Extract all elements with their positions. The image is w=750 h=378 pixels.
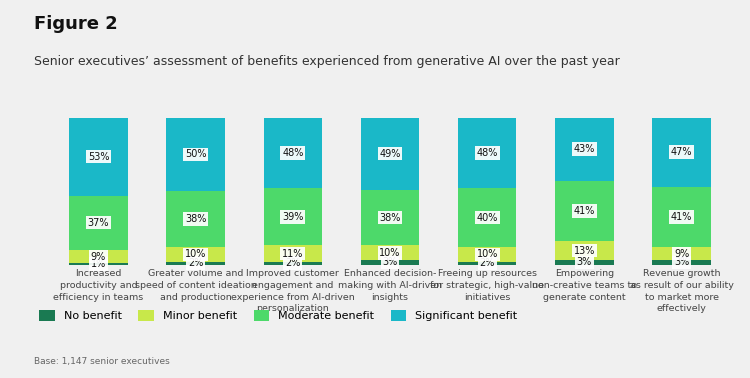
Text: Senior executives’ assessment of benefits experienced from generative AI over th: Senior executives’ assessment of benefit… xyxy=(34,55,619,68)
Bar xyxy=(166,262,225,265)
Bar xyxy=(361,118,419,190)
Bar xyxy=(652,247,711,260)
Text: 10%: 10% xyxy=(476,249,498,259)
Text: 9%: 9% xyxy=(91,251,106,262)
Text: Greater volume and
speed of content ideation
and production: Greater volume and speed of content idea… xyxy=(135,269,256,302)
Text: 38%: 38% xyxy=(380,212,400,223)
Bar xyxy=(555,241,614,260)
Bar xyxy=(361,245,419,260)
Text: Empowering
non-creative teams to
generate content: Empowering non-creative teams to generat… xyxy=(532,269,637,302)
Text: 2%: 2% xyxy=(479,258,495,268)
Text: Improved customer
engagement and
experience from AI-driven
personalization: Improved customer engagement and experie… xyxy=(231,269,355,313)
Text: 3%: 3% xyxy=(382,257,398,267)
Text: 48%: 48% xyxy=(282,148,304,158)
Bar xyxy=(555,260,614,265)
Text: 41%: 41% xyxy=(574,206,595,216)
Bar xyxy=(555,118,614,181)
Text: 10%: 10% xyxy=(380,248,400,258)
Text: 2%: 2% xyxy=(285,258,301,268)
Text: 41%: 41% xyxy=(670,212,692,222)
Text: 39%: 39% xyxy=(282,212,304,222)
Text: Freeing up resources
for strategic, high-value
initiatives: Freeing up resources for strategic, high… xyxy=(430,269,544,302)
Bar xyxy=(69,118,128,195)
Bar xyxy=(555,181,614,241)
Text: 47%: 47% xyxy=(670,147,692,157)
Text: Enhanced decision-
making with AI-driven
insights: Enhanced decision- making with AI-driven… xyxy=(338,269,442,302)
Bar xyxy=(652,260,711,265)
Text: 37%: 37% xyxy=(88,218,109,228)
Text: 1%: 1% xyxy=(91,259,106,269)
Text: 50%: 50% xyxy=(185,149,206,160)
Bar xyxy=(361,190,419,245)
Text: 13%: 13% xyxy=(574,246,595,256)
Bar xyxy=(166,191,225,247)
Text: Figure 2: Figure 2 xyxy=(34,15,118,33)
Text: Increased
productivity and
efficiency in teams: Increased productivity and efficiency in… xyxy=(53,269,143,302)
Bar xyxy=(458,247,516,262)
Text: 53%: 53% xyxy=(88,152,109,161)
Bar xyxy=(264,188,322,245)
Bar xyxy=(264,118,322,188)
Bar xyxy=(69,195,128,250)
Bar xyxy=(264,262,322,265)
Bar xyxy=(264,245,322,262)
Bar xyxy=(166,118,225,191)
Text: 3%: 3% xyxy=(577,257,592,267)
Bar xyxy=(69,250,128,263)
Text: 11%: 11% xyxy=(282,249,304,259)
Bar xyxy=(652,187,711,247)
Text: 43%: 43% xyxy=(574,144,595,154)
Bar xyxy=(361,260,419,265)
Legend: No benefit, Minor benefit, Moderate benefit, Significant benefit: No benefit, Minor benefit, Moderate bene… xyxy=(39,310,518,321)
Text: 3%: 3% xyxy=(674,257,689,267)
Bar xyxy=(69,263,128,265)
Bar xyxy=(166,247,225,262)
Bar xyxy=(458,262,516,265)
Text: Base: 1,147 senior executives: Base: 1,147 senior executives xyxy=(34,357,170,366)
Text: 9%: 9% xyxy=(674,249,689,259)
Text: 40%: 40% xyxy=(476,212,498,223)
Text: 10%: 10% xyxy=(185,249,206,259)
Text: 48%: 48% xyxy=(476,148,498,158)
Text: 49%: 49% xyxy=(380,149,400,159)
Bar xyxy=(458,118,516,188)
Text: Revenue growth
as result of our ability
to market more
effectively: Revenue growth as result of our ability … xyxy=(629,269,734,313)
Bar xyxy=(652,118,711,187)
Bar xyxy=(458,188,516,247)
Text: 38%: 38% xyxy=(185,214,206,224)
Text: 2%: 2% xyxy=(188,258,203,268)
